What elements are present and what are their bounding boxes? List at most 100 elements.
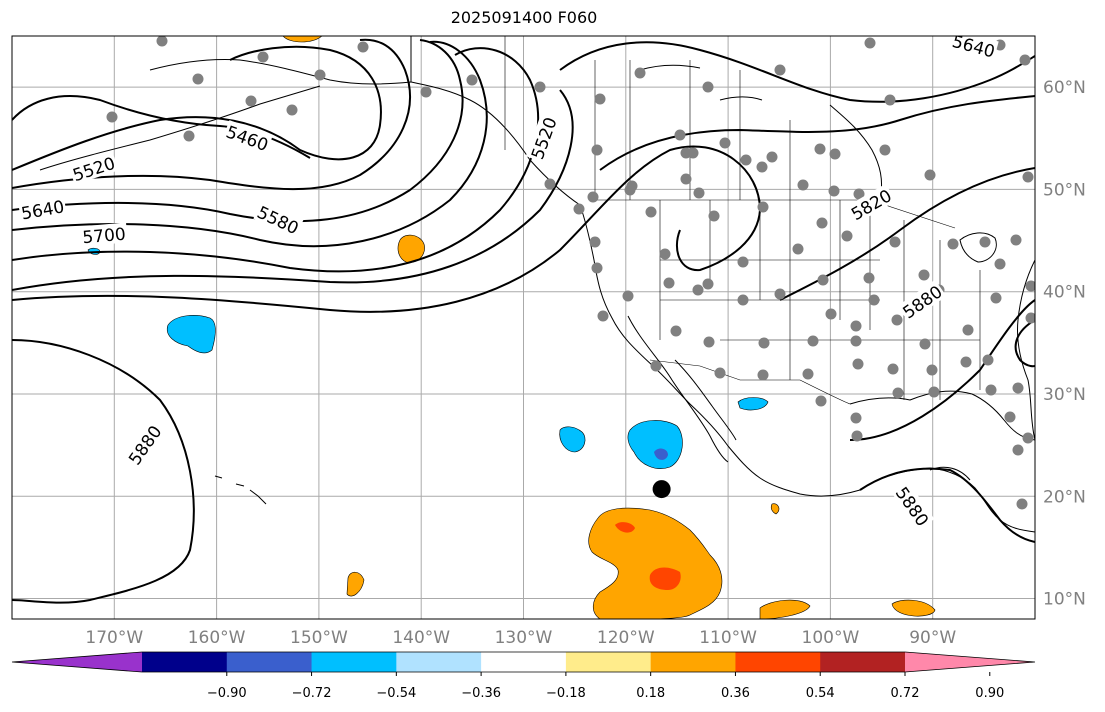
latitude-tick-label: 60°N (1043, 78, 1086, 98)
station-marker (702, 81, 714, 93)
station-marker (591, 262, 603, 274)
contour-label-background (18, 195, 67, 223)
contour-label-background (845, 183, 896, 225)
station-marker (719, 137, 731, 149)
station-marker (926, 364, 938, 376)
orange-blob-small-1 (346, 571, 365, 597)
station-marker (853, 188, 865, 200)
contour-label: 5700 (82, 225, 127, 249)
colorbar-segment (565, 652, 652, 672)
station-marker (534, 81, 546, 93)
station-marker (591, 144, 603, 156)
station-marker (1012, 444, 1024, 456)
station-marker (887, 363, 899, 375)
contour-5820-pacific (12, 89, 574, 291)
station-marker (670, 325, 682, 337)
colorbar-tick-label: −0.18 (546, 686, 586, 701)
station-marker (702, 278, 714, 290)
longitude-tick-label: 160°W (188, 628, 246, 648)
station-marker (466, 74, 478, 86)
map-frame (11, 35, 1036, 620)
station-marker (420, 86, 432, 98)
station-marker (737, 256, 749, 268)
station-marker (982, 354, 994, 366)
station-marker (357, 41, 369, 53)
latitude-tick-label: 50°N (1043, 180, 1086, 200)
contour-ridge-east-1 (559, 41, 1035, 103)
station-marker (156, 36, 168, 47)
longitude-tick-label: 120°W (597, 628, 655, 648)
station-marker (687, 147, 699, 159)
station-marker (851, 430, 863, 442)
north-america-west-coast (410, 36, 1035, 533)
contour-5700 (12, 40, 488, 248)
station-marker (868, 294, 880, 306)
contour-label-background (949, 36, 999, 61)
colorbar-tick-label: 0.90 (975, 686, 1004, 701)
latitude-tick-label: 30°N (1043, 385, 1086, 405)
longitude-tick-label: 140°W (392, 628, 450, 648)
station-marker (1022, 171, 1034, 183)
station-marker (766, 151, 778, 163)
contour-label-background (68, 151, 119, 185)
station-marker (703, 336, 715, 348)
great-lakes (959, 232, 997, 263)
station-marker (879, 144, 891, 156)
colorbar-segment (396, 652, 482, 672)
station-marker (737, 294, 749, 306)
station-marker (807, 335, 819, 347)
station-marker (814, 143, 826, 155)
blue-blob-central-pacific (166, 315, 216, 354)
station-marker (919, 338, 931, 350)
colorbar-segment (226, 652, 313, 672)
station-marker (792, 243, 804, 255)
station-marker (863, 272, 875, 284)
station-marker (850, 412, 862, 424)
height-contours (12, 38, 1035, 604)
station-marker (1016, 498, 1028, 510)
colorbar-tick-label: −0.72 (292, 686, 332, 701)
station-marker (864, 37, 876, 49)
longitude-labels: 170°W 160°W 150°W 140°W 130°W 120°W 110°W 100°W… (85, 628, 956, 648)
station-marker (740, 154, 752, 166)
gulf-of-mexico-coast (849, 390, 1035, 441)
station-marker (928, 386, 940, 398)
station-marker (286, 104, 298, 116)
red-core-east-pacific-2 (649, 567, 681, 590)
longitude-tick-label: 170°W (85, 628, 143, 648)
latitude-labels: 10°N 20°N 30°N 40°N 50°N 60°N (1043, 78, 1086, 609)
station-marker (1025, 312, 1035, 324)
station-marker (962, 324, 974, 336)
station-marker (626, 180, 638, 192)
station-marker (314, 69, 326, 81)
orange-blob-north-pacific (397, 234, 425, 263)
station-marker (891, 314, 903, 326)
station-marker (106, 111, 118, 123)
station-marker (544, 178, 556, 190)
station-marker (802, 368, 814, 380)
station-marker (817, 274, 829, 286)
station-marker (645, 206, 657, 218)
station-marker (587, 191, 599, 203)
colorbar-segment (735, 652, 821, 672)
station-marker (757, 201, 769, 213)
station-marker (674, 129, 686, 141)
colorbar-extend-low (12, 652, 142, 672)
station-marker (1022, 432, 1034, 444)
station-marker (825, 308, 837, 320)
station-marker (852, 358, 864, 370)
orange-blob-small-4 (770, 503, 780, 515)
station-marker (650, 360, 662, 372)
station-marker (850, 320, 862, 332)
east-coast (1017, 259, 1035, 441)
colorbar-segment (481, 652, 567, 672)
longitude-tick-label: 150°W (290, 628, 348, 648)
colorbar-segment (142, 652, 228, 672)
colorbar: −0.90 −0.72 −0.54 −0.36 −0.18 0.18 0.36 0.54 0.7… (11, 651, 1036, 701)
station-marker (634, 67, 646, 79)
station-marker (756, 161, 768, 173)
colorbar-tick-label: 0.36 (721, 686, 750, 701)
station-marker (828, 185, 840, 197)
station-marker (594, 93, 606, 105)
station-marker (257, 51, 269, 63)
